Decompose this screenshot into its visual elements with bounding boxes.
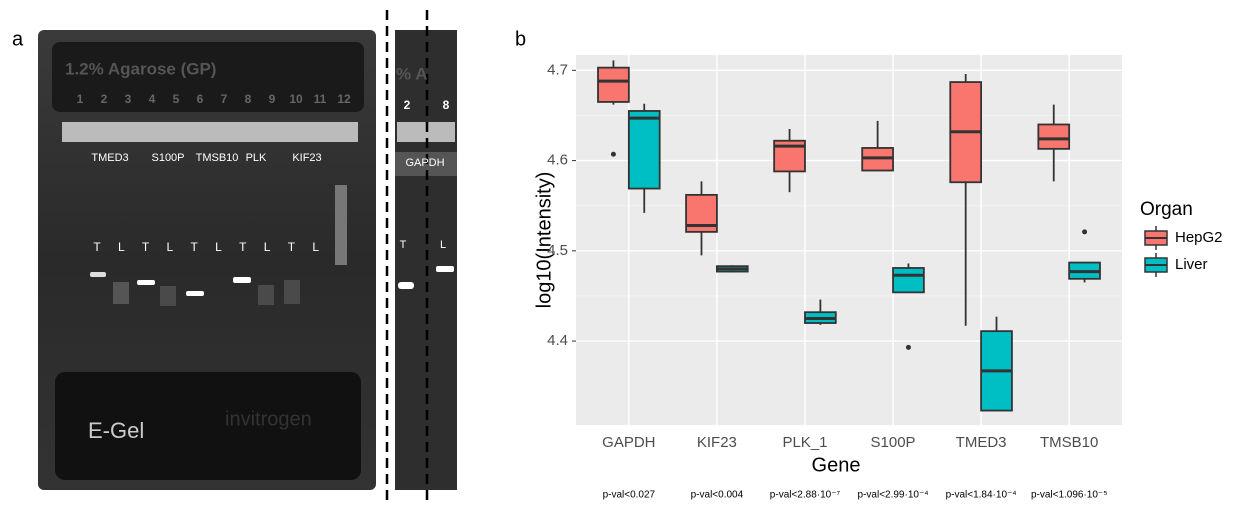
lane-mark: L bbox=[312, 240, 319, 254]
p-value: p-val<0.004 bbox=[691, 490, 744, 501]
gene-label: TMED3 bbox=[91, 152, 128, 164]
lane-mark: T bbox=[239, 240, 247, 254]
x-tick-label: GAPDH bbox=[602, 434, 655, 451]
x-tick-label: KIF23 bbox=[697, 434, 737, 451]
y-axis-title: log10(Intensity) bbox=[533, 172, 555, 309]
lane-mark: L bbox=[215, 240, 222, 254]
box bbox=[892, 267, 925, 294]
strip-band bbox=[398, 282, 414, 289]
outlier bbox=[905, 344, 911, 350]
y-tick-label: 4.6 bbox=[547, 152, 568, 169]
lane-number: 5 bbox=[173, 92, 180, 106]
legend-title: Organ bbox=[1140, 199, 1193, 220]
box bbox=[627, 110, 661, 190]
strip-title: % A bbox=[396, 64, 428, 83]
y-tick-label: 4.5 bbox=[547, 242, 568, 259]
p-value: p-val<1.096·10⁻⁵ bbox=[1031, 490, 1107, 501]
bands bbox=[90, 185, 347, 306]
lane-number: 1 bbox=[77, 92, 84, 106]
gene-label: TMSB10 bbox=[196, 152, 239, 164]
lane-mark: L bbox=[167, 240, 174, 254]
x-tick-label: S100P bbox=[871, 434, 916, 451]
lane-number: 12 bbox=[337, 92, 351, 106]
gel-top bbox=[52, 42, 364, 112]
lane-number: 9 bbox=[269, 92, 276, 106]
p-value: p-val<1.84·10⁻⁴ bbox=[946, 490, 1017, 501]
x-tick-label: TMSB10 bbox=[1040, 434, 1098, 451]
gene-label: KIF23 bbox=[292, 152, 321, 164]
lane-mark: T bbox=[93, 240, 101, 254]
x-tick-label: TMED3 bbox=[956, 434, 1007, 451]
lane-number: 3 bbox=[125, 92, 132, 106]
lane-number: 4 bbox=[149, 92, 156, 106]
lane-mark: T bbox=[288, 240, 296, 254]
legend-label: HepG2 bbox=[1175, 229, 1223, 246]
x-axis-title: Gene bbox=[812, 454, 861, 476]
lane-mark: T bbox=[142, 240, 150, 254]
box bbox=[1037, 123, 1071, 150]
gene-label: S100P bbox=[151, 152, 184, 164]
strip-mark: T bbox=[400, 239, 407, 251]
strip-mark: L bbox=[440, 239, 446, 251]
gene-label: PLK bbox=[246, 152, 267, 164]
strip-lane: 8 bbox=[443, 98, 450, 112]
outlier bbox=[1082, 229, 1088, 235]
lane-number: 2 bbox=[101, 92, 108, 106]
lane-number: 7 bbox=[221, 92, 228, 106]
lane-mark: L bbox=[264, 240, 271, 254]
x-tick-label: PLK_1 bbox=[782, 434, 827, 451]
wells bbox=[62, 122, 358, 142]
gel-title: 1.2% Agarose (GP) bbox=[65, 59, 216, 78]
strip-band bbox=[436, 266, 454, 272]
lane-mark: T bbox=[191, 240, 199, 254]
strip-lane: 2 bbox=[404, 98, 411, 112]
box bbox=[597, 66, 630, 103]
p-value: p-val<0.027 bbox=[603, 490, 656, 501]
gel-maker: invitrogen bbox=[225, 408, 312, 430]
p-value: p-val<2.88·10⁻⁷ bbox=[770, 490, 841, 501]
y-tick-label: 4.7 bbox=[547, 61, 568, 78]
legend-label: Liver bbox=[1175, 256, 1208, 273]
gel-brand: E-Gel bbox=[88, 418, 144, 443]
plot-panel bbox=[576, 55, 1122, 425]
outlier bbox=[610, 151, 616, 157]
strip-gene: GAPDH bbox=[405, 157, 444, 169]
panel-label: b bbox=[515, 28, 526, 50]
lane-mark: L bbox=[118, 240, 125, 254]
lane-number: 11 bbox=[314, 92, 327, 106]
y-tick-label: 4.4 bbox=[547, 332, 568, 349]
lane-number: 8 bbox=[245, 92, 252, 106]
gel-bottom bbox=[55, 372, 361, 480]
lane-number: 6 bbox=[197, 92, 204, 106]
p-value: p-val<2.99·10⁻⁴ bbox=[858, 490, 929, 501]
lane-number: 10 bbox=[289, 92, 303, 106]
panel-label: a bbox=[12, 28, 24, 50]
